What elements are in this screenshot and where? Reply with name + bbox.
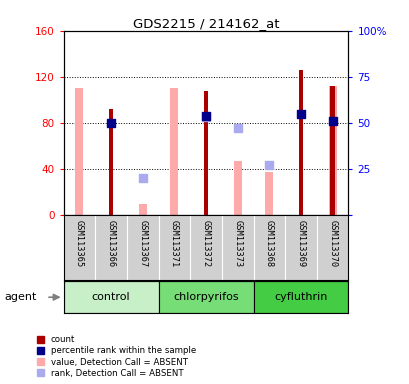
Bar — [138, 204, 146, 215]
Bar — [108, 109, 113, 215]
Point — [202, 113, 209, 119]
Text: GSM113368: GSM113368 — [264, 220, 273, 268]
Bar — [203, 91, 208, 215]
Bar — [330, 86, 334, 215]
Bar — [265, 172, 273, 215]
Bar — [253, 281, 348, 313]
Point — [108, 120, 114, 126]
Text: GSM113369: GSM113369 — [296, 220, 305, 268]
Text: GSM113370: GSM113370 — [327, 220, 336, 268]
Point — [202, 114, 209, 121]
Bar — [298, 70, 303, 215]
Text: control: control — [92, 292, 130, 302]
Text: GSM113372: GSM113372 — [201, 220, 210, 268]
Point — [328, 118, 335, 124]
Bar — [63, 281, 158, 313]
Bar — [170, 88, 178, 215]
Text: cyfluthrin: cyfluthrin — [274, 292, 327, 302]
Text: GSM113367: GSM113367 — [138, 220, 147, 268]
Legend: count, percentile rank within the sample, value, Detection Call = ABSENT, rank, : count, percentile rank within the sample… — [37, 335, 196, 378]
Bar — [328, 86, 336, 215]
Point — [297, 111, 303, 117]
Point — [234, 125, 240, 131]
Text: GSM113373: GSM113373 — [233, 220, 242, 268]
Text: GSM113366: GSM113366 — [106, 220, 115, 268]
Text: GSM113371: GSM113371 — [169, 220, 178, 268]
Bar — [233, 161, 241, 215]
Text: chlorpyrifos: chlorpyrifos — [173, 292, 238, 302]
Text: GSM113365: GSM113365 — [75, 220, 84, 268]
Bar — [158, 281, 253, 313]
Point — [265, 162, 272, 168]
Title: GDS2215 / 214162_at: GDS2215 / 214162_at — [133, 17, 279, 30]
Point — [139, 175, 146, 181]
Text: agent: agent — [4, 292, 36, 302]
Bar — [75, 88, 83, 215]
